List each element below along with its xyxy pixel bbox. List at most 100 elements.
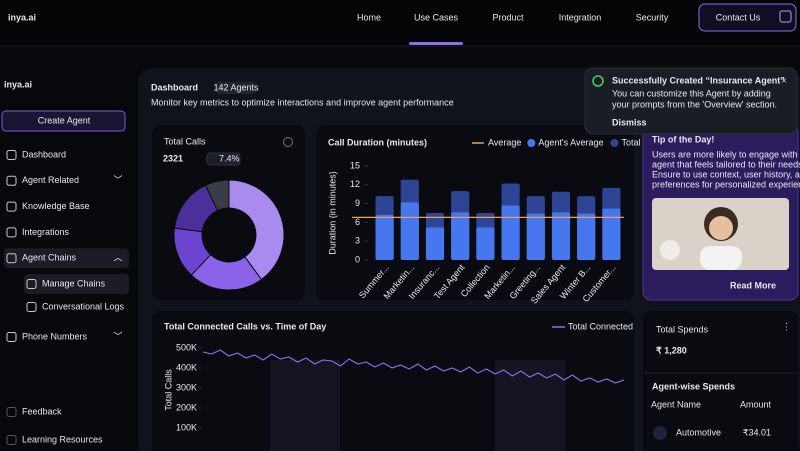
tip-image-body [700, 246, 742, 270]
toast-title: Successfully Created “Insurance Agent” [612, 75, 785, 85]
tip-title: Tip of the Day! [652, 134, 714, 144]
sidebar-item[interactable]: Dashboard [22, 149, 66, 159]
nav-logo[interactable]: inya.ai [8, 12, 36, 22]
bar [425, 227, 445, 260]
contact-button[interactable] [698, 3, 797, 32]
bar [526, 213, 545, 260]
chart-title: Call Duration (minutes) [328, 137, 427, 147]
y-tick-label: 500K [176, 342, 197, 352]
item-icon [6, 253, 17, 264]
legend-label: Agent's Average [538, 137, 603, 147]
item-icon [6, 150, 17, 160]
sidebar-item[interactable]: Learning Resources [22, 434, 103, 444]
nav-link[interactable]: Security [636, 12, 669, 22]
toast-close[interactable]: × [781, 75, 786, 85]
item-icon [6, 175, 17, 186]
create-agent-button[interactable] [1, 110, 126, 132]
y-tick-label: 12 [350, 179, 360, 189]
tip-image-face [709, 216, 733, 240]
legend-label: Total Connected [568, 321, 633, 331]
table-header: Agent Name [651, 399, 701, 409]
y-axis-label: Total Calls [163, 369, 173, 411]
item-icon [6, 201, 17, 212]
tip-text: agent that feels tailored to their needs… [652, 159, 800, 169]
item-highlight [4, 248, 129, 269]
sidebar-item[interactable]: Agent Chains [22, 253, 77, 263]
nav-link[interactable]: Home [357, 12, 381, 22]
change-value: 7.4% [219, 153, 240, 163]
legend-swatch [610, 139, 619, 147]
external-icon [779, 10, 792, 23]
dashboard-subtitle: Monitor key metrics to optimize interact… [151, 97, 454, 107]
bar [551, 212, 571, 260]
y-tick-label: 300K [176, 382, 197, 392]
legend-label: Average [488, 137, 521, 147]
y-tick-label: 100K [176, 422, 197, 432]
spends-card [643, 311, 798, 451]
tip-text: Users are more likely to engage with an [652, 149, 800, 159]
table-cell: Automotive [676, 427, 721, 437]
shade-band [270, 360, 340, 451]
success-icon [592, 75, 604, 87]
toast-body: your prompts from the 'Overview' section… [612, 99, 777, 109]
chart-title: Total Connected Calls vs. Time of Day [164, 321, 326, 331]
legend-label: Total [621, 137, 640, 147]
sidebar-item[interactable]: Manage Chains [42, 278, 106, 288]
more-menu[interactable]: ⋮ [782, 321, 791, 331]
sidebar-item[interactable]: Integrations [22, 227, 70, 237]
sidebar-item[interactable]: Conversational Logs [42, 301, 125, 311]
toast-body: You can customize this Agent by adding [612, 88, 771, 98]
item-icon [26, 302, 37, 312]
tip-text: Ensure to use context, user history, and [652, 169, 800, 179]
nav-link[interactable]: Use Cases [414, 12, 459, 22]
active-indicator [409, 42, 463, 45]
sidebar-item[interactable]: Knowledge Base [22, 201, 90, 211]
item-icon [6, 332, 17, 342]
nav-link[interactable]: Product [492, 12, 524, 22]
donut-segment [228, 179, 285, 281]
item-icon [6, 435, 17, 445]
bar [476, 227, 495, 260]
y-tick-label: 6 [355, 217, 360, 227]
y-tick-label: 15 [350, 160, 360, 170]
y-tick-label: 0 [355, 254, 360, 264]
bar [602, 208, 621, 260]
shade-band [495, 360, 565, 451]
toast [584, 67, 798, 135]
y-axis-label: Duration (in minutes) [327, 171, 337, 255]
chevron: ﹀ [113, 175, 122, 185]
chevron: ︿ [113, 253, 122, 263]
sidebar-logo[interactable]: inya.ai [4, 79, 32, 89]
bar [375, 214, 394, 260]
badge [216, 82, 256, 94]
y-tick-label: 200K [176, 402, 197, 412]
sidebar-item[interactable]: Agent Related [22, 175, 79, 185]
change-badge [206, 152, 241, 166]
item-highlight [24, 274, 129, 294]
y-tick-label: 400K [176, 362, 197, 372]
y-tick-label: 9 [355, 198, 360, 208]
sidebar-item[interactable]: Feedback [22, 406, 62, 416]
contact-label[interactable]: Contact Us [716, 12, 761, 22]
line-series [202, 349, 625, 384]
donut-segment [204, 179, 230, 212]
info-icon[interactable] [283, 137, 293, 147]
spends-subtitle: Agent-wise Spends [652, 381, 735, 391]
table-cell: ₹34.01 [743, 427, 771, 437]
y-tick-label: 3 [355, 236, 360, 246]
create-agent-label[interactable]: Create Agent [38, 115, 91, 125]
item-icon [26, 279, 37, 289]
item-icon [6, 407, 17, 417]
spends-value: ₹ 1,280 [656, 345, 687, 355]
play-button[interactable] [660, 240, 680, 260]
sidebar-item[interactable]: Phone Numbers [22, 331, 88, 341]
legend-swatch [527, 139, 536, 147]
chevron: ﹀ [113, 331, 122, 341]
bar [577, 213, 596, 260]
bar [451, 212, 470, 260]
read-more[interactable]: Read More [730, 280, 776, 290]
nav-link[interactable]: Integration [559, 12, 602, 22]
toast-dismiss[interactable]: Dismiss [612, 117, 647, 127]
top-nav [0, 0, 800, 46]
